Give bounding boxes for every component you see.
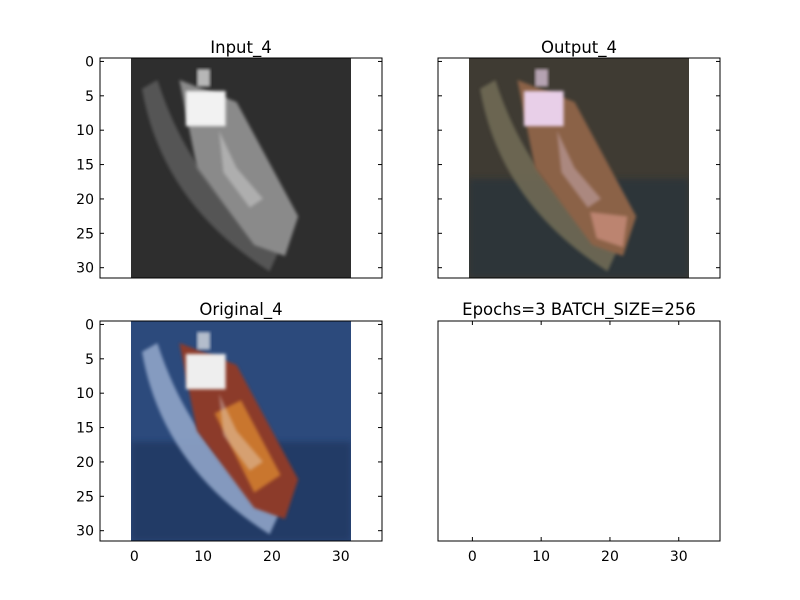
boat-mast (196, 332, 211, 350)
xtick-label: 0 (130, 549, 139, 565)
axes-frame-input (99, 57, 383, 279)
ytick-label: 25 (76, 489, 94, 505)
ytick-label: 10 (76, 386, 94, 402)
ytick-label: 20 (76, 192, 94, 208)
panel-title-input: Input_4 (210, 38, 271, 58)
ytick-label: 5 (85, 89, 94, 105)
ytick-label: 30 (76, 261, 94, 277)
ticks-output (438, 60, 720, 269)
boat-deck (557, 130, 601, 208)
boat-mast (534, 69, 549, 87)
ytick-label: 20 (76, 455, 94, 471)
ytick-label: 10 (76, 123, 94, 139)
axes-frame-output (437, 57, 721, 279)
ytick-label: 0 (85, 54, 94, 70)
image-output-content (468, 58, 690, 278)
xtick-label: 20 (601, 549, 619, 565)
ytick-label: 5 (85, 352, 94, 368)
axes-frame-original (99, 320, 383, 542)
axes-frame-info (437, 320, 721, 542)
xtick-label: 30 (670, 549, 688, 565)
ytick-label: 30 (76, 524, 94, 540)
panel-title-output: Output_4 (541, 38, 617, 58)
panel-original: Original_4 0 5 10 15 20 25 30 0 10 20 30 (76, 300, 383, 565)
boat-cabin (523, 91, 564, 127)
panel-info: Epochs=3 BATCH_SIZE=256 0 10 20 30 (437, 300, 721, 565)
xtick-label: 0 (468, 549, 477, 565)
boat-deck (219, 393, 263, 471)
ytick-label: 25 (76, 226, 94, 242)
boat-deck (219, 130, 263, 208)
image-output (468, 58, 690, 278)
ticks-info: 0 10 20 30 (468, 321, 688, 565)
ytick-label: 0 (85, 317, 94, 333)
xtick-label: 20 (263, 549, 281, 565)
image-input (130, 58, 352, 278)
image-original (130, 321, 352, 541)
panel-title-info: Epochs=3 BATCH_SIZE=256 (462, 300, 696, 320)
ytick-label: 15 (76, 421, 94, 437)
xtick-label: 10 (194, 549, 212, 565)
panel-output: Output_4 (437, 38, 721, 279)
panel-input: Input_4 0 5 10 15 20 25 30 (76, 38, 383, 279)
ytick-label: 15 (76, 158, 94, 174)
boat-bow-highlight (590, 212, 628, 248)
boat-cabin (185, 91, 226, 127)
boat-mast (196, 69, 211, 87)
xtick-label: 30 (332, 549, 350, 565)
ticks-input: 0 5 10 15 20 25 30 (76, 54, 382, 277)
boat-cabin (185, 354, 226, 390)
xtick-label: 10 (532, 549, 550, 565)
image-input-content (130, 58, 352, 278)
ticks-original: 0 5 10 15 20 25 30 0 10 20 30 (76, 317, 382, 565)
image-original-content (130, 321, 352, 541)
panel-title-original: Original_4 (199, 300, 282, 320)
